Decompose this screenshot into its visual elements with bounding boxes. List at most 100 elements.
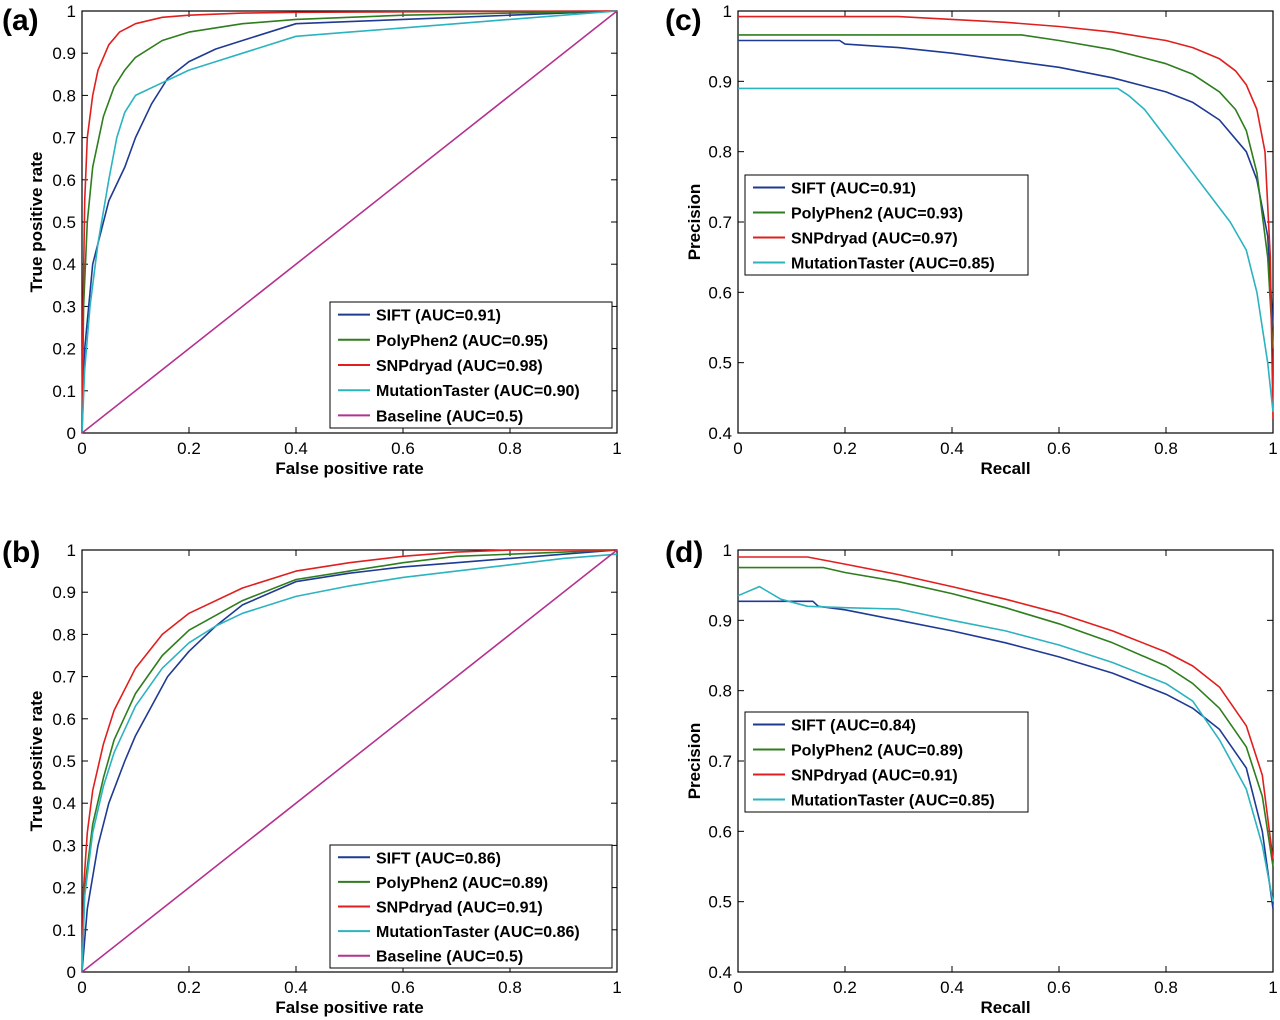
series-line-mutationtaster	[738, 87, 1274, 412]
y-tick-label: 0.2	[52, 340, 76, 359]
legend: SIFT (AUC=0.84) PolyPhen2 (AUC=0.89) SNPdr…	[744, 711, 1029, 813]
y-tick-label: 0.1	[52, 382, 76, 401]
x-tick-label: 1	[1268, 439, 1277, 458]
x-tick-label: 1	[612, 978, 621, 997]
x-tick-label: 0.8	[1154, 439, 1178, 458]
legend-entry: PolyPhen2 (AUC=0.95)	[376, 333, 548, 350]
series-line-sift	[81, 549, 618, 973]
legend-entry: MutationTaster (AUC=0.85)	[791, 256, 995, 273]
legend-entry: SIFT (AUC=0.91)	[376, 308, 501, 325]
x-tick-label: 0.8	[498, 978, 522, 997]
y-axis-title: True positive rate	[27, 691, 46, 832]
x-axis-title: Recall	[980, 998, 1030, 1017]
series-line-mutationtaster	[737, 585, 1274, 902]
y-tick-label: 0.9	[52, 583, 76, 602]
x-tick-label: 0.8	[1154, 978, 1178, 997]
series-line-mutationtaster	[81, 10, 618, 434]
x-tick-label: 0.2	[177, 439, 201, 458]
panel-label: (c)	[665, 4, 702, 37]
series-line-snpdryad	[81, 549, 617, 973]
series-line-baseline	[81, 549, 618, 973]
y-tick-label: 1	[67, 2, 76, 21]
series-line-polyphen2	[81, 549, 618, 973]
x-tick-label: 0.2	[177, 978, 201, 997]
legend-entry: SIFT (AUC=0.84)	[791, 718, 916, 735]
series-line-polyphen2	[738, 566, 1274, 867]
y-tick-label: 0.4	[52, 794, 76, 813]
legend: SIFT (AUC=0.91) PolyPhen2 (AUC=0.95) SNPdr…	[329, 301, 613, 429]
y-tick-label: 0.8	[708, 143, 732, 162]
x-axis-title: False positive rate	[275, 459, 423, 478]
series-line-polyphen2	[81, 10, 618, 434]
legend-entry: Baseline (AUC=0.5)	[376, 408, 523, 425]
legend-entry: MutationTaster (AUC=0.86)	[376, 924, 580, 941]
y-tick-label: 0.9	[52, 44, 76, 63]
panel-label: (b)	[2, 536, 40, 569]
y-tick-label: 0.7	[708, 213, 732, 232]
chart-panel: (b) 0 0.2 0.4 0.6 0.8 1 0 0.1 0.2 0.3 0.4 0.5 0.6 0.7 0…	[2, 536, 622, 1017]
legend-entry: MutationTaster (AUC=0.85)	[791, 793, 995, 810]
x-tick-label: 0.6	[391, 978, 415, 997]
x-tick-label: 0	[77, 439, 86, 458]
x-tick-label: 0.4	[284, 978, 308, 997]
panel-label: (a)	[2, 4, 39, 37]
series-line-mutationtaster	[81, 553, 618, 973]
y-tick-label: 0.5	[52, 213, 76, 232]
series-line-baseline	[81, 10, 618, 434]
y-tick-label: 0.8	[52, 86, 76, 105]
legend-entry: MutationTaster (AUC=0.90)	[376, 383, 580, 400]
legend-entry: PolyPhen2 (AUC=0.89)	[791, 743, 963, 760]
x-axis-title: False positive rate	[275, 998, 423, 1017]
legend-entry: SNPdryad (AUC=0.91)	[791, 768, 958, 785]
y-tick-label: 0.5	[708, 893, 732, 912]
y-axis-title: Precision	[685, 184, 704, 261]
y-tick-label: 0.2	[52, 879, 76, 898]
legend-box	[744, 711, 1029, 813]
y-tick-label: 0.8	[708, 682, 732, 701]
series-line-snpdryad	[738, 15, 1274, 419]
x-tick-label: 0.4	[940, 978, 964, 997]
y-axis-title: Precision	[685, 723, 704, 800]
panel-label: (d)	[665, 536, 703, 569]
x-tick-label: 0.8	[498, 439, 522, 458]
chart-panel: (c) 0 0.2 0.4 0.6 0.8 1 0.4 0.5 0.6 0.7 0.8 0.9 1 Reca…	[665, 2, 1278, 478]
y-tick-label: 0.4	[52, 255, 76, 274]
x-tick-label: 0.2	[833, 439, 857, 458]
legend-entry: PolyPhen2 (AUC=0.89)	[376, 875, 548, 892]
y-tick-label: 0	[67, 963, 76, 982]
legend: SIFT (AUC=0.91) PolyPhen2 (AUC=0.93) SNPdr…	[744, 174, 1029, 276]
series-line-sift	[738, 39, 1274, 328]
series-line-sift	[81, 10, 618, 434]
x-tick-label: 0	[733, 439, 742, 458]
legend-entry: SNPdryad (AUC=0.97)	[791, 231, 958, 248]
x-tick-label: 0	[77, 978, 86, 997]
x-tick-label: 0.4	[940, 439, 964, 458]
x-tick-label: 0.6	[1047, 978, 1071, 997]
y-tick-label: 1	[723, 541, 732, 560]
x-tick-label: 1	[1268, 978, 1277, 997]
y-tick-label: 1	[723, 2, 732, 21]
y-tick-label: 0.6	[52, 171, 76, 190]
x-tick-label: 0.6	[1047, 439, 1071, 458]
legend: SIFT (AUC=0.86) PolyPhen2 (AUC=0.89) SNPdr…	[329, 844, 613, 969]
series-line-polyphen2	[738, 34, 1274, 349]
legend-box	[744, 174, 1029, 276]
series-line-snpdryad	[81, 10, 618, 434]
y-tick-label: 0	[67, 424, 76, 443]
y-tick-label: 0.8	[52, 625, 76, 644]
legend-entry: Baseline (AUC=0.5)	[376, 949, 523, 966]
y-tick-label: 0.4	[708, 963, 732, 982]
y-tick-label: 0.6	[52, 710, 76, 729]
x-tick-label: 1	[612, 439, 621, 458]
y-tick-label: 0.7	[708, 752, 732, 771]
y-tick-label: 0.9	[708, 72, 732, 91]
y-tick-label: 0.5	[708, 354, 732, 373]
y-tick-label: 0.3	[52, 836, 76, 855]
legend-entry: SIFT (AUC=0.91)	[791, 181, 916, 198]
x-tick-label: 0.6	[391, 439, 415, 458]
y-tick-label: 0.7	[52, 129, 76, 148]
legend-entry: SNPdryad (AUC=0.98)	[376, 358, 543, 375]
y-tick-label: 0.6	[708, 283, 732, 302]
y-tick-label: 0.4	[708, 424, 732, 443]
